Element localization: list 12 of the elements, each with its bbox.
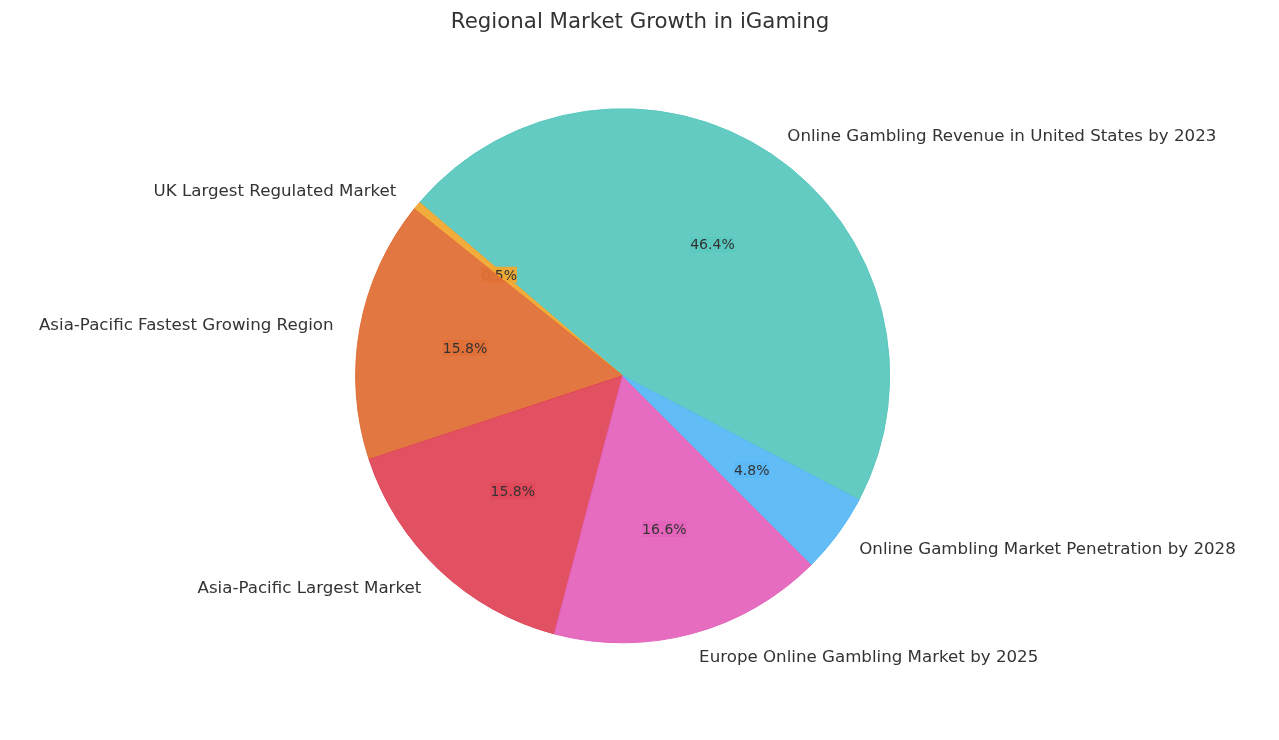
- slice-label: Asia-Pacific Largest Market: [197, 577, 422, 597]
- data-label: 15.8%: [442, 339, 488, 356]
- data-label: 15.8%: [490, 483, 536, 500]
- slice-label: UK Largest Regulated Market: [153, 181, 397, 201]
- slice-label: Europe Online Gambling Market by 2025: [699, 646, 1039, 666]
- slice-label: Asia-Pacific Fastest Growing Region: [38, 314, 334, 334]
- data-label: 46.4%: [690, 236, 735, 253]
- data-label: 4.8%: [733, 461, 770, 478]
- data-label: 16.6%: [642, 520, 687, 537]
- chart-title: Regional Market Growth in iGaming: [450, 7, 830, 33]
- slice-label: Online Gambling Revenue in United States by 2023: [787, 125, 1217, 145]
- slice-label: Online Gambling Market Penetration by 2028: [859, 538, 1236, 558]
